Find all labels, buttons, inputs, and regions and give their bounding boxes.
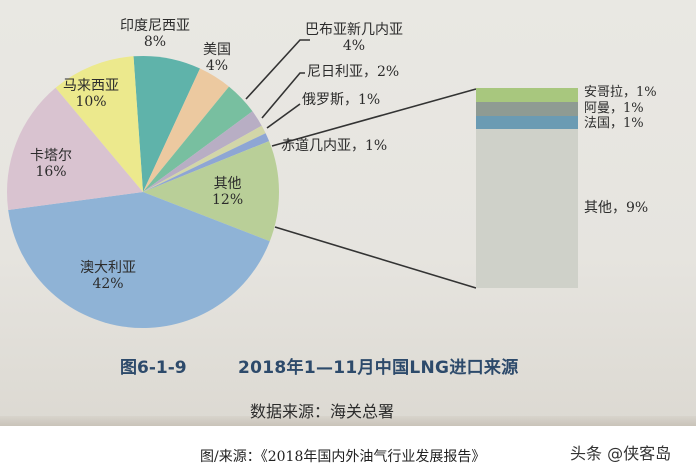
label-usa: 美国 4% xyxy=(203,42,231,74)
pie-slice xyxy=(143,133,270,192)
label-nigeria: 尼日利亚，2% xyxy=(307,64,400,80)
breakout-bar xyxy=(476,88,578,288)
pie-slice xyxy=(7,87,144,210)
bar-oman xyxy=(476,102,578,116)
pie-slice xyxy=(133,55,200,192)
image-caption: 图/来源：《2018年国内外油气行业发展报告》 xyxy=(200,449,486,465)
pie-slice xyxy=(143,111,262,192)
figure-title: 2018年1—11月中国LNG进口来源 xyxy=(238,358,519,378)
label-png: 巴布亚新几内亚 4% xyxy=(305,22,403,54)
label-others-sub: 其他，9% xyxy=(584,200,649,216)
label-indonesia: 印度尼西亚 8% xyxy=(120,18,190,50)
pie-slice xyxy=(8,192,270,329)
bar-others xyxy=(476,129,578,288)
label-france: 法国，1% xyxy=(584,116,644,131)
bar-angola xyxy=(476,88,578,102)
pie-slice xyxy=(143,68,229,192)
label-russia: 俄罗斯，1% xyxy=(302,92,381,108)
label-angola: 安哥拉，1% xyxy=(584,85,657,100)
photo-edge xyxy=(0,416,696,426)
figure-number: 图6-1-9 xyxy=(120,358,187,378)
leader-lines xyxy=(245,39,477,289)
label-oman: 阿曼，1% xyxy=(584,101,644,116)
label-others: 其他 12% xyxy=(212,176,244,208)
pie-slices xyxy=(7,55,279,329)
bar-france xyxy=(476,116,578,129)
pie-chart xyxy=(7,39,578,329)
watermark: 头条 @侠客岛 xyxy=(570,444,672,463)
pie-slice xyxy=(143,86,253,192)
label-qatar: 卡塔尔 16% xyxy=(30,148,72,180)
label-australia: 澳大利亚 42% xyxy=(80,260,136,292)
pie-slice xyxy=(143,125,266,192)
pie-slice xyxy=(55,56,143,192)
label-malaysia: 马来西亚 10% xyxy=(63,78,119,110)
label-eq-guinea: 赤道几内亚，1% xyxy=(281,138,388,154)
data-source: 数据来源：海关总署 xyxy=(250,402,395,421)
pie-slice xyxy=(143,141,279,242)
